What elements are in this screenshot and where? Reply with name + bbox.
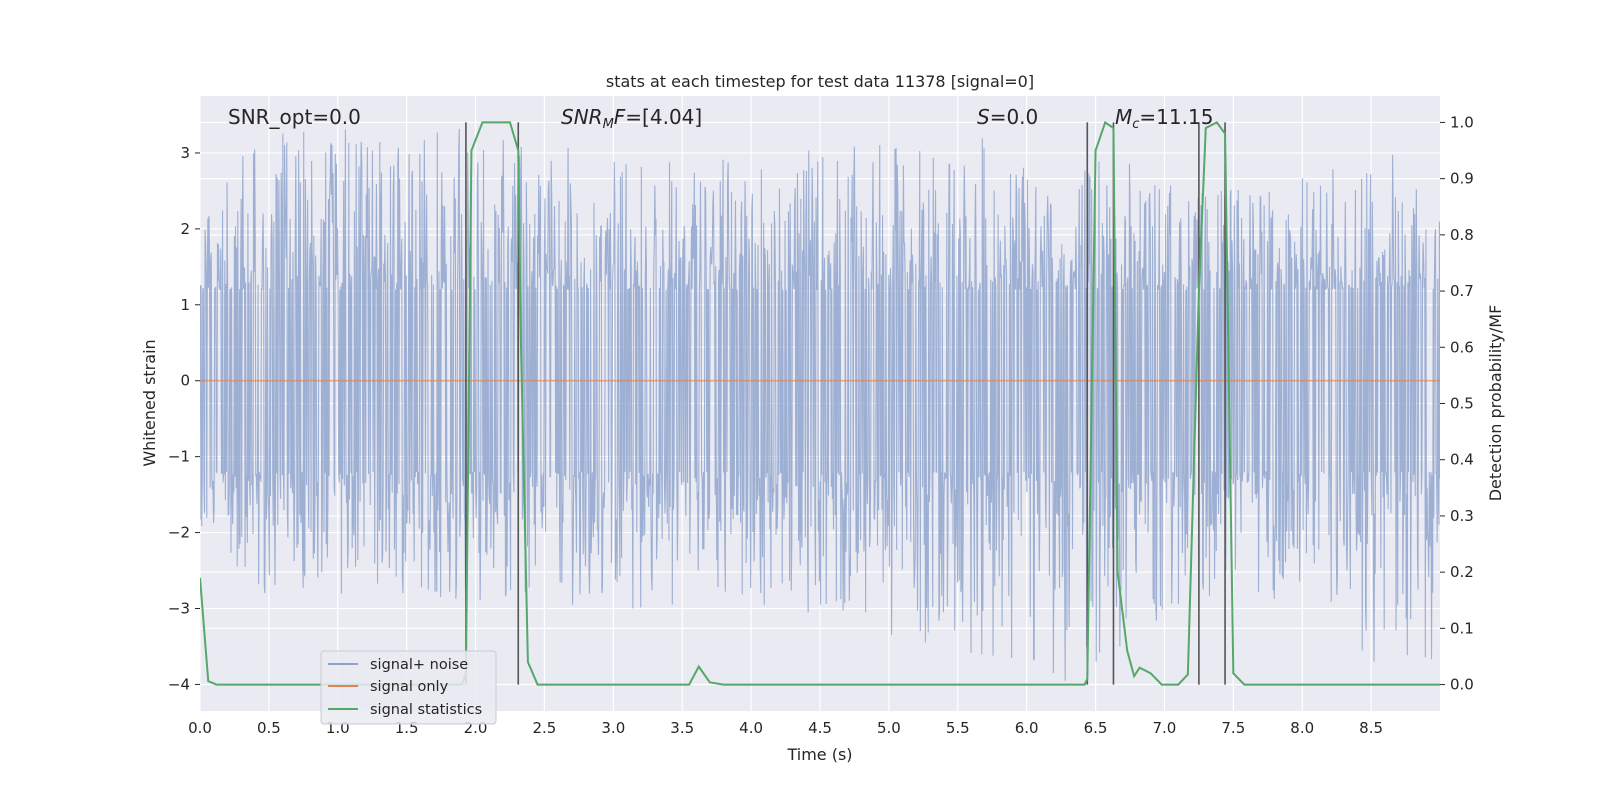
x-tick-label: 5.5 xyxy=(946,719,970,737)
y-axis-label: Whitened strain xyxy=(140,339,159,466)
x-tick-label: 3.5 xyxy=(670,719,694,737)
y2-tick-label: 0.2 xyxy=(1450,563,1474,581)
y-axis-ticks: 3 2 1 0 −1 −2 −3 −4 xyxy=(168,144,200,693)
x-tick-label: 6.5 xyxy=(1084,719,1108,737)
legend-label-signal-noise: signal+ noise xyxy=(370,657,468,673)
annotation-snr-opt: SNR_opt=0.0 xyxy=(228,105,361,129)
legend: signal+ noise signal only signal statist… xyxy=(320,650,497,725)
x-tick-label: 2.5 xyxy=(533,719,557,737)
x-axis-label: Time (s) xyxy=(786,745,852,764)
y-tick-label: −3 xyxy=(168,600,190,618)
x-tick-label: 8.5 xyxy=(1359,719,1383,737)
x-tick-label: 6.0 xyxy=(1015,719,1039,737)
x-tick-label: 4.5 xyxy=(808,719,832,737)
y2-tick-label: 0.1 xyxy=(1450,619,1474,637)
x-tick-label: 7.0 xyxy=(1153,719,1177,737)
y2-tick-label: 0.4 xyxy=(1450,451,1474,469)
x-tick-label: 0.0 xyxy=(188,719,212,737)
legend-label-signal-only: signal only xyxy=(370,679,449,695)
series-signal-statistics xyxy=(200,120,1440,686)
y-tick-label: 2 xyxy=(180,220,190,238)
y2-tick-label: 0.7 xyxy=(1450,282,1474,300)
y2-tick-label: 0.3 xyxy=(1450,507,1474,525)
y-tick-label: −4 xyxy=(168,675,190,693)
y-tick-label: 3 xyxy=(180,144,190,162)
annotation-s: S=0.0 xyxy=(977,105,1038,129)
x-tick-label: 4.0 xyxy=(739,719,763,737)
legend-box xyxy=(320,650,497,725)
x-tick-label: 3.0 xyxy=(601,719,625,737)
y-tick-label: 1 xyxy=(180,296,190,314)
x-tick-label: 8.0 xyxy=(1290,719,1314,737)
y2-tick-label: 0.9 xyxy=(1450,170,1474,188)
x-tick-label: 0.5 xyxy=(257,719,281,737)
x-tick-label: 5.0 xyxy=(877,719,901,737)
y-tick-label: −2 xyxy=(168,524,190,542)
y-tick-label: −1 xyxy=(168,448,190,466)
annotation-mc: Mc=11.15 xyxy=(1115,105,1213,132)
y2-tick-label: 0.5 xyxy=(1450,395,1474,413)
annotation-snr-mf: SNRMF=[4.04] xyxy=(561,105,702,132)
y2-axis-ticks: 1.0 0.9 0.8 0.7 0.6 0.5 0.4 0.3 0.2 0.1 0.0 xyxy=(1440,113,1474,694)
legend-label-signal-statistics: signal statistics xyxy=(370,702,482,718)
y2-tick-label: 0.8 xyxy=(1450,226,1474,244)
y-tick-label: 0 xyxy=(180,372,190,390)
y2-tick-label: 0.0 xyxy=(1450,676,1474,694)
chart-title: stats at each timestep for test data 113… xyxy=(606,72,1034,91)
y2-axis-label: Detection probability/MF xyxy=(1486,305,1505,502)
x-tick-label: 7.5 xyxy=(1221,719,1245,737)
series-signal-noise xyxy=(200,128,1440,681)
y2-tick-label: 1.0 xyxy=(1450,113,1474,131)
y2-tick-label: 0.6 xyxy=(1450,338,1474,356)
